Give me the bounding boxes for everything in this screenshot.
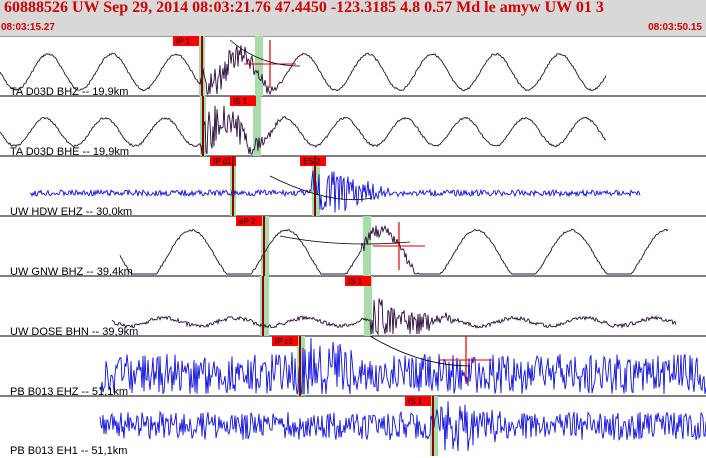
pick-tag-label: IS 1: [408, 397, 423, 406]
pick-tag-label: IP c1: [275, 337, 294, 346]
pick-tag-box: [345, 276, 371, 286]
travel-time-curve: [369, 335, 471, 367]
pick-tag-box: [236, 216, 262, 226]
pick-tag-label: eP 2: [239, 217, 256, 226]
pick-tag-label: IP 1: [176, 37, 191, 46]
pick-bar: [255, 36, 263, 96]
trace-label-6: PB B013 EHZ -- 51,1km: [10, 386, 128, 398]
pick-bar: [253, 96, 261, 156]
waveform-trace: [0, 105, 607, 155]
event-title: 60888526 UW Sep 29, 2014 08:03:21.76 47.…: [4, 0, 604, 16]
pick-tag-box: [210, 156, 236, 166]
travel-time-curve: [269, 175, 373, 201]
travel-time-curve: [279, 235, 411, 245]
waveform-trace: [29, 170, 641, 213]
waveform-trace: [111, 298, 677, 336]
pick-tag-label: ES 2: [303, 157, 321, 166]
trace-label-5: UW DOSE BHN -- 39,9km: [10, 326, 139, 338]
pick-tag-box: [173, 36, 199, 46]
pick-tag-label: IS 1: [233, 97, 248, 106]
pick-bar: [364, 276, 372, 336]
trace-label-4: UW GNW BHZ -- 39,4km: [10, 266, 133, 278]
pick-tag-box: [300, 156, 326, 166]
seismogram-canvas[interactable]: IP 1 IS 1 IP d1 ES 2 eP 2 IS 1 IP c1 IS 1: [0, 36, 706, 458]
waveform-trace: [99, 337, 706, 395]
waveform-trace: [99, 401, 706, 452]
end-time: 08:03:50.15: [648, 22, 702, 33]
trace-label-2: TA D03D BHE -- 19,9km: [10, 146, 129, 158]
trace-label-7: PB B013 EH1 -- 51,1km: [10, 445, 128, 457]
travel-time-curve: [229, 39, 301, 67]
waveform-trace: [0, 45, 607, 96]
trace-label-1: TA D03D BHZ -- 19,9km: [10, 86, 129, 98]
pick-tag-label: IS 1: [348, 277, 363, 286]
start-time: 08:03:15.27: [1, 22, 55, 33]
pick-tag-box: [405, 396, 431, 406]
pick-bar: [260, 276, 269, 336]
pick-tag-label: IP d1: [213, 157, 232, 166]
header-bar: 60888526 UW Sep 29, 2014 08:03:21.76 47.…: [0, 0, 706, 37]
pick-tag-box: [272, 336, 298, 346]
pick-bar: [363, 216, 371, 276]
waveform-trace: [119, 224, 669, 275]
trace-label-3: UW HDW EHZ -- 30,0km: [10, 206, 133, 218]
seismogram-panel[interactable]: IP 1 IS 1 IP d1 ES 2 eP 2 IS 1 IP c1 IS 1 TA D0…: [0, 36, 706, 458]
pick-tag-box: [230, 96, 256, 106]
